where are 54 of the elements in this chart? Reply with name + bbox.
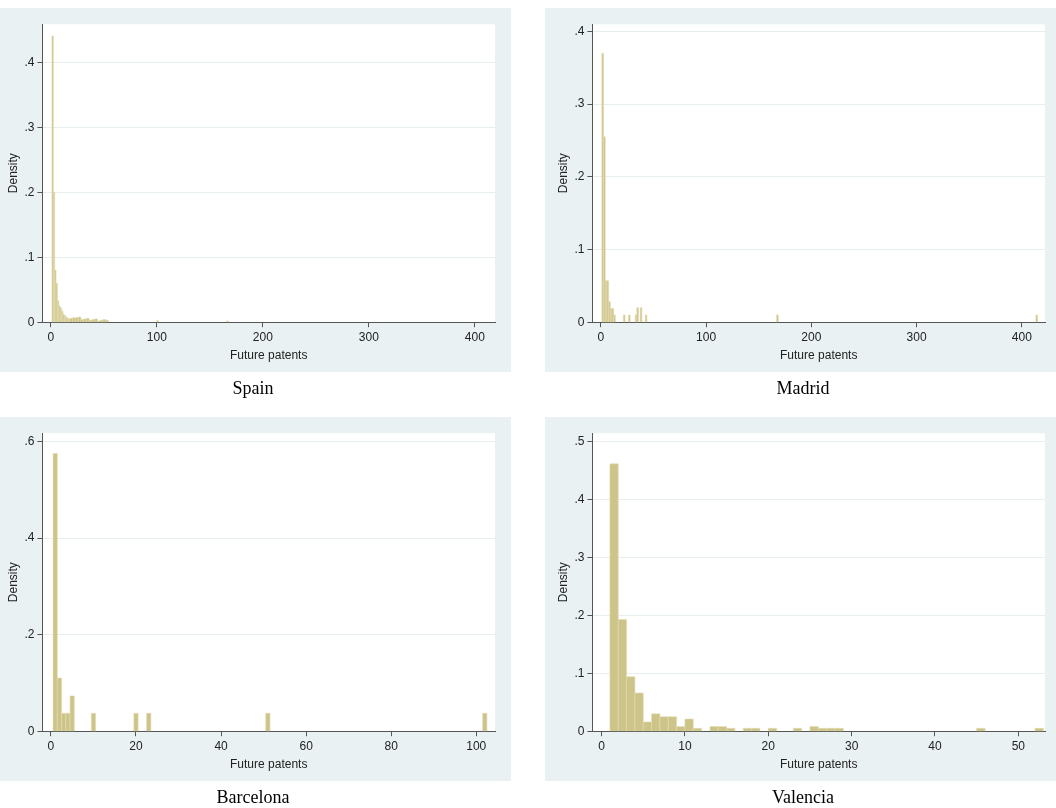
y-tick-label: .2 <box>574 607 585 622</box>
x-tick-label: 0 <box>47 329 55 344</box>
x-tick-label: 200 <box>252 329 274 344</box>
x-tick-label: 40 <box>928 738 942 753</box>
x-tick-label: 400 <box>1011 329 1033 344</box>
x-tick-label: 30 <box>844 738 859 753</box>
y-tick-label: .1 <box>574 241 585 256</box>
y-tick-label: .2 <box>24 184 35 199</box>
x-tick-label: 60 <box>299 738 314 753</box>
x-tick-label: 100 <box>696 329 717 344</box>
text: Madrid <box>775 378 831 400</box>
y-axis-title: Density <box>555 562 570 603</box>
y-tick-label: .1 <box>574 665 585 680</box>
y-tick-label: .4 <box>24 530 35 545</box>
x-tick-label: 0 <box>47 738 55 753</box>
y-tick-label: 0 <box>577 723 585 738</box>
y-tick-label: .4 <box>574 23 585 38</box>
text: Valencia <box>771 787 835 808</box>
x-axis-title: Future patents <box>780 348 858 363</box>
x-tick-label: 100 <box>466 738 487 753</box>
y-axis-title: Density <box>5 562 20 603</box>
x-tick-label: 20 <box>761 738 776 753</box>
x-axis-title: Future patents <box>230 348 308 363</box>
x-tick-label: 0 <box>598 738 606 753</box>
y-tick-label: 0 <box>577 314 585 329</box>
x-tick-label: 400 <box>464 329 486 344</box>
x-tick-label: 0 <box>597 329 605 344</box>
y-tick-label: .3 <box>24 119 35 134</box>
x-tick-label: 80 <box>384 738 399 753</box>
x-tick-label: 100 <box>146 329 168 344</box>
y-tick-label: .4 <box>24 54 35 69</box>
x-tick-label: 40 <box>214 738 229 753</box>
x-tick-label: 300 <box>358 329 380 344</box>
y-tick-label: .3 <box>574 96 585 111</box>
x-axis-title: Future patents <box>230 757 308 772</box>
y-tick-label: .5 <box>574 434 585 449</box>
y-axis-title: Density <box>555 153 570 194</box>
y-tick-label: .6 <box>24 433 35 448</box>
x-tick-label: 200 <box>801 329 822 344</box>
y-tick-label: 0 <box>27 723 35 738</box>
x-axis-title: Future patents <box>780 757 858 772</box>
x-tick-label: 20 <box>129 738 143 753</box>
x-tick-label: 300 <box>906 329 927 344</box>
y-axis-title: Density <box>5 153 20 194</box>
y-tick-label: .1 <box>24 249 35 264</box>
text: Barcelona <box>215 787 291 808</box>
x-tick-label: 50 <box>1011 738 1026 753</box>
x-tick-label: 10 <box>678 738 692 753</box>
y-tick-label: .4 <box>574 492 585 507</box>
y-tick-label: .3 <box>574 549 585 564</box>
text: Spain <box>231 378 275 400</box>
y-tick-label: 0 <box>27 314 35 329</box>
y-tick-label: .2 <box>24 626 35 641</box>
y-tick-label: .2 <box>574 169 585 184</box>
